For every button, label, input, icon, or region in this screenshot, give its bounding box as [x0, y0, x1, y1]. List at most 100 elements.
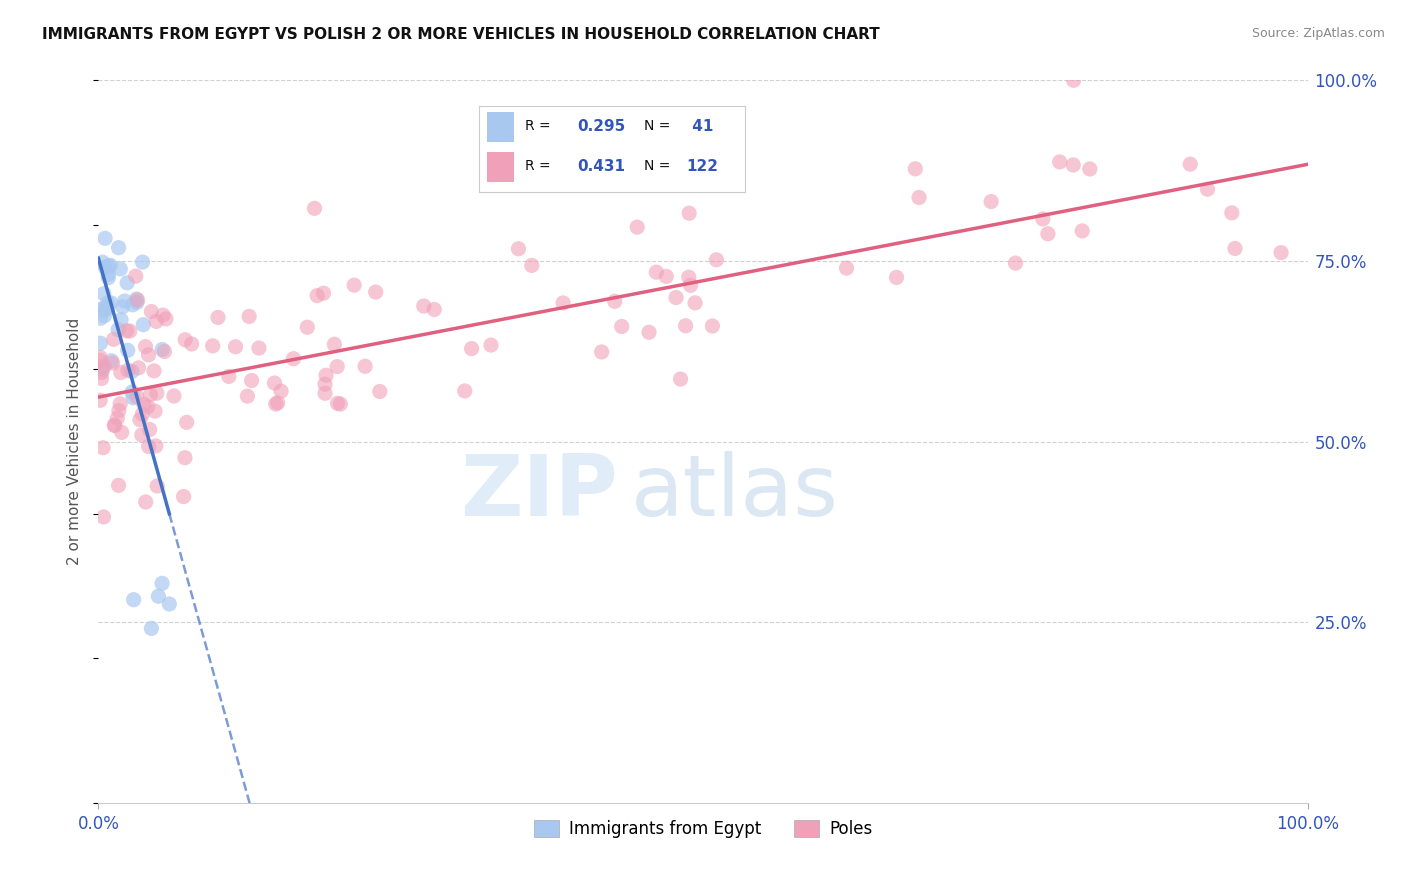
- Point: [364, 285, 387, 299]
- Point: [89, 302, 111, 317]
- Point: [678, 270, 700, 285]
- Point: [225, 340, 247, 354]
- Point: [1180, 157, 1202, 171]
- Point: [264, 397, 287, 411]
- Point: [135, 340, 157, 354]
- Point: [103, 418, 125, 433]
- Point: [93, 359, 115, 373]
- Point: [329, 397, 352, 411]
- Point: [121, 364, 143, 378]
- Point: [835, 261, 858, 276]
- Point: [655, 269, 678, 284]
- Point: [551, 296, 574, 310]
- Point: [153, 344, 176, 359]
- Point: [94, 231, 117, 245]
- Point: [683, 296, 706, 310]
- Point: [110, 366, 132, 380]
- Point: [122, 391, 145, 405]
- Point: [132, 397, 155, 411]
- Point: [980, 194, 1002, 209]
- Point: [314, 377, 336, 392]
- Point: [91, 362, 114, 376]
- Point: [1071, 224, 1094, 238]
- Point: [107, 478, 129, 492]
- Point: [1062, 158, 1084, 172]
- Point: [412, 299, 434, 313]
- Point: [508, 242, 530, 256]
- Point: [368, 384, 391, 399]
- Point: [93, 309, 115, 323]
- Point: [94, 260, 117, 275]
- Point: [283, 351, 305, 366]
- Point: [326, 359, 349, 374]
- Point: [603, 294, 626, 309]
- Point: [1078, 161, 1101, 176]
- Text: IMMIGRANTS FROM EGYPT VS POLISH 2 OR MORE VEHICLES IN HOUSEHOLD CORRELATION CHAR: IMMIGRANTS FROM EGYPT VS POLISH 2 OR MOR…: [42, 27, 880, 42]
- Point: [323, 337, 346, 351]
- Point: [143, 404, 166, 418]
- Point: [665, 291, 688, 305]
- Point: [638, 325, 661, 339]
- Point: [89, 353, 111, 368]
- Point: [100, 296, 122, 310]
- Point: [454, 384, 477, 398]
- Point: [131, 428, 153, 442]
- Point: [94, 301, 117, 316]
- Point: [125, 390, 148, 404]
- Point: [201, 339, 224, 353]
- Point: [94, 302, 117, 317]
- Point: [312, 286, 335, 301]
- Point: [90, 366, 112, 380]
- Point: [904, 161, 927, 176]
- Point: [145, 439, 167, 453]
- Point: [173, 490, 195, 504]
- Point: [669, 372, 692, 386]
- Point: [97, 259, 120, 273]
- Point: [132, 318, 155, 332]
- Point: [150, 576, 173, 591]
- Point: [207, 310, 229, 325]
- Point: [104, 418, 127, 433]
- Point: [266, 396, 288, 410]
- Point: [1063, 73, 1085, 87]
- Point: [101, 356, 124, 370]
- Point: [89, 393, 111, 408]
- Point: [908, 190, 931, 204]
- Point: [354, 359, 377, 374]
- Point: [107, 323, 129, 337]
- Point: [146, 386, 169, 401]
- Point: [114, 293, 136, 308]
- Point: [89, 311, 111, 326]
- Point: [146, 479, 169, 493]
- Point: [174, 333, 197, 347]
- Point: [163, 389, 186, 403]
- Point: [343, 278, 366, 293]
- Point: [460, 342, 482, 356]
- Point: [520, 259, 543, 273]
- Point: [238, 310, 260, 324]
- Point: [121, 298, 143, 312]
- Point: [96, 296, 118, 310]
- Point: [150, 343, 173, 357]
- Y-axis label: 2 or more Vehicles in Household: 2 or more Vehicles in Household: [67, 318, 83, 566]
- Point: [111, 300, 134, 314]
- Point: [91, 255, 114, 269]
- Point: [93, 286, 115, 301]
- Text: ZIP: ZIP: [461, 450, 619, 533]
- Point: [139, 388, 162, 402]
- Point: [706, 252, 728, 267]
- Point: [93, 510, 115, 524]
- Point: [270, 384, 292, 398]
- Point: [645, 265, 668, 279]
- Point: [141, 621, 163, 635]
- Point: [98, 258, 121, 272]
- Point: [135, 495, 157, 509]
- Legend: Immigrants from Egypt, Poles: Immigrants from Egypt, Poles: [527, 814, 879, 845]
- Point: [138, 348, 160, 362]
- Point: [176, 415, 198, 429]
- Point: [307, 288, 329, 302]
- Point: [125, 292, 148, 306]
- Point: [129, 412, 152, 426]
- Text: atlas: atlas: [630, 450, 838, 533]
- Point: [110, 312, 132, 326]
